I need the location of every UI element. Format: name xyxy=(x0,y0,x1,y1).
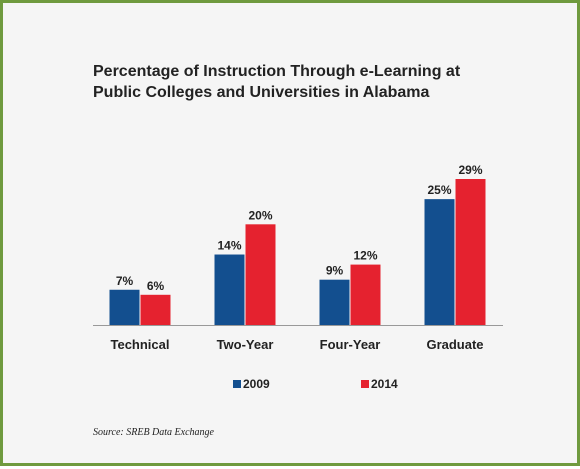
chart-title-line-2: Public Colleges and Universities in Alab… xyxy=(93,84,430,101)
chart: Percentage of Instruction Through e-Lear… xyxy=(93,63,503,438)
bars-group: 7% 6% 14% 20% 9% 12% 25% 29% xyxy=(109,163,486,325)
data-label-two-year-2014: 20% xyxy=(248,208,272,222)
bar-four-year-2014 xyxy=(350,264,381,325)
legend: 2009 2014 xyxy=(233,377,398,391)
bar-two-year-2009 xyxy=(214,254,245,325)
data-label-technical-2009: 7% xyxy=(116,274,134,288)
data-label-four-year-2014: 12% xyxy=(353,249,377,263)
bar-technical-2009 xyxy=(109,289,140,325)
bar-technical-2014 xyxy=(140,294,171,325)
bar-two-year-2014 xyxy=(245,224,276,325)
legend-swatch-2009 xyxy=(233,380,241,388)
bar-graduate-2014 xyxy=(455,179,486,325)
data-label-technical-2014: 6% xyxy=(147,279,165,293)
x-tick-labels: Technical Two-Year Four-Year Graduate xyxy=(110,337,483,352)
x-tick-two-year: Two-Year xyxy=(217,337,274,352)
bar-four-year-2009 xyxy=(319,279,350,325)
data-label-four-year-2009: 9% xyxy=(326,264,344,278)
x-tick-four-year: Four-Year xyxy=(320,337,381,352)
data-label-graduate-2009: 25% xyxy=(427,183,451,197)
legend-label-2009: 2009 xyxy=(243,377,270,391)
bar-graduate-2009 xyxy=(424,199,455,325)
legend-swatch-2014 xyxy=(361,380,369,388)
x-tick-technical: Technical xyxy=(110,337,169,352)
legend-label-2014: 2014 xyxy=(371,377,398,391)
data-label-two-year-2009: 14% xyxy=(217,239,241,253)
source-note: Source: SREB Data Exchange xyxy=(93,427,215,438)
x-tick-graduate: Graduate xyxy=(426,337,483,352)
data-label-graduate-2014: 29% xyxy=(458,163,482,177)
chart-title-line-1: Percentage of Instruction Through e-Lear… xyxy=(93,63,461,80)
